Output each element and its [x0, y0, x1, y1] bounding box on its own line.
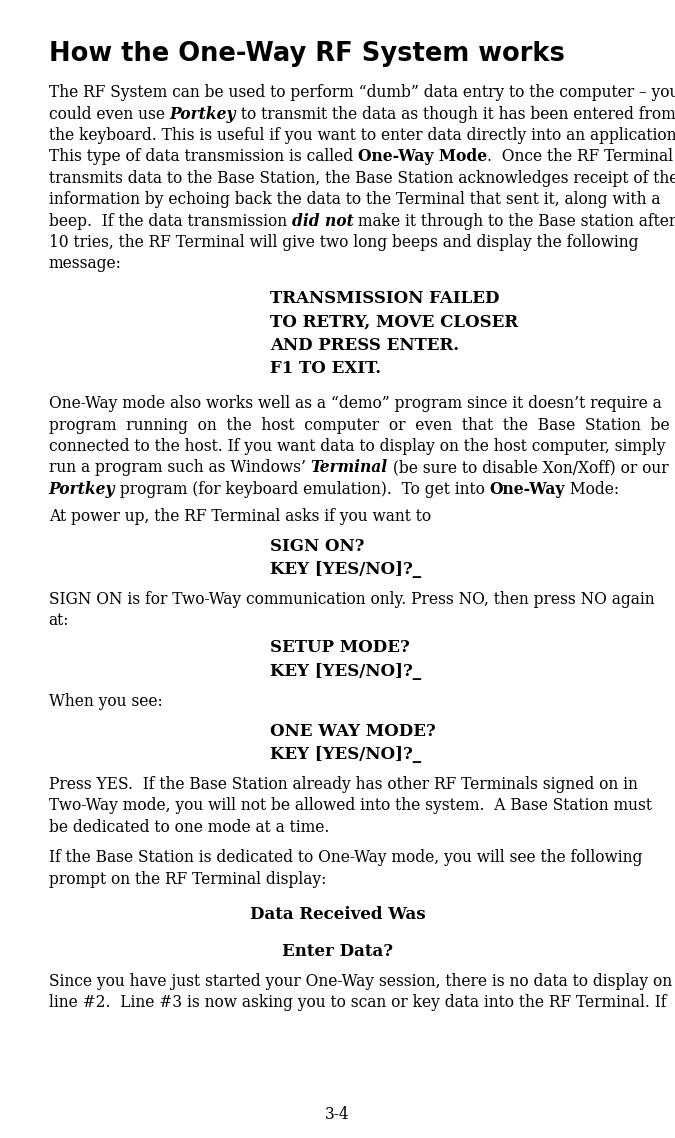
- Text: message:: message:: [49, 255, 122, 272]
- Text: .  Once the RF Terminal: . Once the RF Terminal: [487, 148, 673, 165]
- Text: At power up, the RF Terminal asks if you want to: At power up, the RF Terminal asks if you…: [49, 508, 431, 525]
- Text: at:: at:: [49, 612, 69, 629]
- Text: be dedicated to one mode at a time.: be dedicated to one mode at a time.: [49, 819, 329, 835]
- Text: The RF System can be used to perform “dumb” data entry to the computer – you: The RF System can be used to perform “du…: [49, 84, 675, 101]
- Text: Portkey: Portkey: [49, 480, 115, 497]
- Text: SIGN ON?: SIGN ON?: [270, 538, 364, 554]
- Text: SETUP MODE?: SETUP MODE?: [270, 640, 410, 657]
- Text: could even use: could even use: [49, 106, 169, 123]
- Text: SIGN ON is for Two-Way communication only. Press NO, then press NO again: SIGN ON is for Two-Way communication onl…: [49, 591, 654, 608]
- Text: run a program such as Windows’: run a program such as Windows’: [49, 460, 310, 477]
- Text: If the Base Station is dedicated to One-Way mode, you will see the following: If the Base Station is dedicated to One-…: [49, 849, 642, 866]
- Text: (be sure to disable Xon/Xoff) or our: (be sure to disable Xon/Xoff) or our: [387, 460, 668, 477]
- Text: the keyboard. This is useful if you want to enter data directly into an applicat: the keyboard. This is useful if you want…: [49, 127, 675, 145]
- Text: to transmit the data as though it has been entered from: to transmit the data as though it has be…: [236, 106, 675, 123]
- Text: make it through to the Base station after: make it through to the Base station afte…: [353, 213, 675, 230]
- Text: 10 tries, the RF Terminal will give two long beeps and display the following: 10 tries, the RF Terminal will give two …: [49, 234, 638, 251]
- Text: How the One-Way RF System works: How the One-Way RF System works: [49, 41, 564, 67]
- Text: When you see:: When you see:: [49, 693, 163, 710]
- Text: AND PRESS ENTER.: AND PRESS ENTER.: [270, 337, 459, 354]
- Text: One-Way mode also works well as a “demo” program since it doesn’t require a: One-Way mode also works well as a “demo”…: [49, 395, 662, 412]
- Text: Enter Data?: Enter Data?: [282, 943, 393, 960]
- Text: Since you have just started your One-Way session, there is no data to display on: Since you have just started your One-Way…: [49, 973, 672, 990]
- Text: TRANSMISSION FAILED: TRANSMISSION FAILED: [270, 290, 500, 307]
- Text: KEY [YES/NO]?_: KEY [YES/NO]?_: [270, 561, 421, 578]
- Text: Data Received Was: Data Received Was: [250, 906, 425, 923]
- Text: line #2.  Line #3 is now asking you to scan or key data into the RF Terminal. If: line #2. Line #3 is now asking you to sc…: [49, 995, 666, 1012]
- Text: One-Way Mode: One-Way Mode: [358, 148, 487, 165]
- Text: 3-4: 3-4: [325, 1106, 350, 1123]
- Text: Press YES.  If the Base Station already has other RF Terminals signed on in: Press YES. If the Base Station already h…: [49, 776, 637, 793]
- Text: transmits data to the Base Station, the Base Station acknowledges receipt of the: transmits data to the Base Station, the …: [49, 170, 675, 187]
- Text: F1 TO EXIT.: F1 TO EXIT.: [270, 361, 381, 378]
- Text: TO RETRY, MOVE CLOSER: TO RETRY, MOVE CLOSER: [270, 314, 518, 331]
- Text: did not: did not: [292, 213, 353, 230]
- Text: This type of data transmission is called: This type of data transmission is called: [49, 148, 358, 165]
- Text: program (for keyboard emulation).  To get into: program (for keyboard emulation). To get…: [115, 480, 490, 497]
- Text: connected to the host. If you want data to display on the host computer, simply: connected to the host. If you want data …: [49, 438, 665, 455]
- Text: ONE WAY MODE?: ONE WAY MODE?: [270, 723, 436, 740]
- Text: One-Way: One-Way: [490, 480, 566, 497]
- Text: beep.  If the data transmission: beep. If the data transmission: [49, 213, 292, 230]
- Text: Mode:: Mode:: [566, 480, 620, 497]
- Text: program  running  on  the  host  computer  or  even  that  the  Base  Station  b: program running on the host computer or …: [49, 417, 669, 434]
- Text: KEY [YES/NO]?_: KEY [YES/NO]?_: [270, 662, 421, 679]
- Text: Two-Way mode, you will not be allowed into the system.  A Base Station must: Two-Way mode, you will not be allowed in…: [49, 798, 651, 815]
- Text: Portkey: Portkey: [169, 106, 236, 123]
- Text: information by echoing back the data to the Terminal that sent it, along with a: information by echoing back the data to …: [49, 191, 660, 208]
- Text: KEY [YES/NO]?_: KEY [YES/NO]?_: [270, 747, 421, 764]
- Text: Terminal: Terminal: [310, 460, 387, 477]
- Text: prompt on the RF Terminal display:: prompt on the RF Terminal display:: [49, 871, 326, 888]
